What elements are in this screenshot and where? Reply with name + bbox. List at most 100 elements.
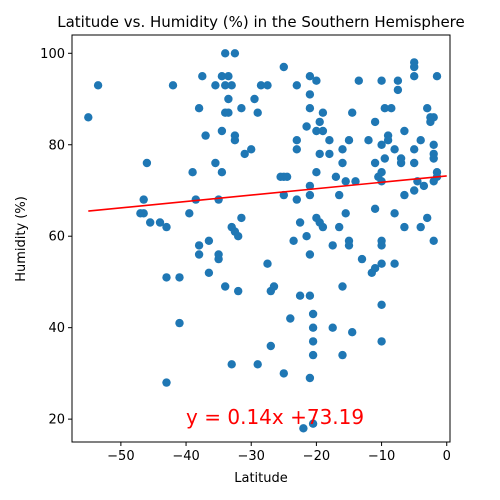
- y-tick-label: 100: [40, 47, 65, 62]
- data-point: [430, 237, 438, 245]
- data-point: [319, 223, 327, 231]
- data-point: [348, 109, 356, 117]
- data-point: [377, 168, 385, 176]
- data-point: [280, 63, 288, 71]
- x-axis-label: Latitude: [234, 471, 288, 486]
- data-point: [332, 173, 340, 181]
- data-point: [211, 81, 219, 89]
- data-point: [423, 214, 431, 222]
- data-point: [195, 250, 203, 258]
- data-point: [338, 282, 346, 290]
- data-point: [84, 113, 92, 121]
- data-point: [364, 136, 372, 144]
- data-point: [417, 223, 425, 231]
- data-point: [397, 159, 405, 167]
- data-point: [280, 369, 288, 377]
- data-point: [410, 63, 418, 71]
- x-tick-label: −50: [107, 449, 134, 464]
- data-point: [309, 337, 317, 345]
- data-point: [329, 324, 337, 332]
- data-point: [371, 205, 379, 213]
- data-point: [342, 209, 350, 217]
- data-point: [390, 145, 398, 153]
- data-point: [309, 310, 317, 318]
- data-point: [267, 342, 275, 350]
- data-point: [306, 191, 314, 199]
- data-point: [293, 145, 301, 153]
- data-point: [390, 209, 398, 217]
- data-point: [371, 159, 379, 167]
- data-point: [410, 145, 418, 153]
- data-point: [231, 136, 239, 144]
- regression-equation: y = 0.14x +73.19: [186, 405, 364, 429]
- data-point: [270, 282, 278, 290]
- data-point: [312, 168, 320, 176]
- y-tick-label: 60: [48, 230, 65, 245]
- data-point: [420, 182, 428, 190]
- data-point: [329, 241, 337, 249]
- data-point: [306, 250, 314, 258]
- data-point: [237, 214, 245, 222]
- y-tick-label: 20: [48, 413, 65, 428]
- data-point: [293, 136, 301, 144]
- data-point: [198, 72, 206, 80]
- data-point: [296, 218, 304, 226]
- data-point: [293, 195, 301, 203]
- data-point: [263, 260, 271, 268]
- data-point: [387, 104, 395, 112]
- data-point: [140, 195, 148, 203]
- data-point: [325, 150, 333, 158]
- data-point: [175, 319, 183, 327]
- data-point: [94, 81, 102, 89]
- data-point: [338, 351, 346, 359]
- data-point: [316, 118, 324, 126]
- data-point: [231, 49, 239, 57]
- data-point: [316, 150, 324, 158]
- data-point: [195, 241, 203, 249]
- data-point: [254, 360, 262, 368]
- data-point: [221, 282, 229, 290]
- data-point: [306, 104, 314, 112]
- data-point: [205, 269, 213, 277]
- data-point: [146, 218, 154, 226]
- data-point: [430, 154, 438, 162]
- x-tick-label: 0: [443, 449, 451, 464]
- data-point: [218, 168, 226, 176]
- data-point: [319, 109, 327, 117]
- data-point: [394, 77, 402, 85]
- data-point: [221, 49, 229, 57]
- data-point: [302, 232, 310, 240]
- data-point: [335, 223, 343, 231]
- data-point: [345, 136, 353, 144]
- data-point: [175, 273, 183, 281]
- data-point: [214, 195, 222, 203]
- data-point: [162, 273, 170, 281]
- data-point: [254, 109, 262, 117]
- data-point: [371, 118, 379, 126]
- data-point: [205, 237, 213, 245]
- y-tick-label: 80: [48, 138, 65, 153]
- data-point: [377, 260, 385, 268]
- data-point: [224, 95, 232, 103]
- data-point: [312, 77, 320, 85]
- data-point: [185, 209, 193, 217]
- data-point: [201, 131, 209, 139]
- data-point: [302, 122, 310, 130]
- data-point: [423, 104, 431, 112]
- data-point: [211, 159, 219, 167]
- data-point: [381, 154, 389, 162]
- data-point: [338, 159, 346, 167]
- data-point: [342, 177, 350, 185]
- data-point: [293, 81, 301, 89]
- data-point: [338, 145, 346, 153]
- data-point: [358, 255, 366, 263]
- data-point: [400, 223, 408, 231]
- chart-title: Latitude vs. Humidity (%) in the Souther…: [57, 13, 465, 31]
- data-point: [234, 287, 242, 295]
- data-point: [306, 90, 314, 98]
- data-point: [433, 72, 441, 80]
- data-point: [355, 77, 363, 85]
- data-point: [289, 237, 297, 245]
- data-point: [234, 232, 242, 240]
